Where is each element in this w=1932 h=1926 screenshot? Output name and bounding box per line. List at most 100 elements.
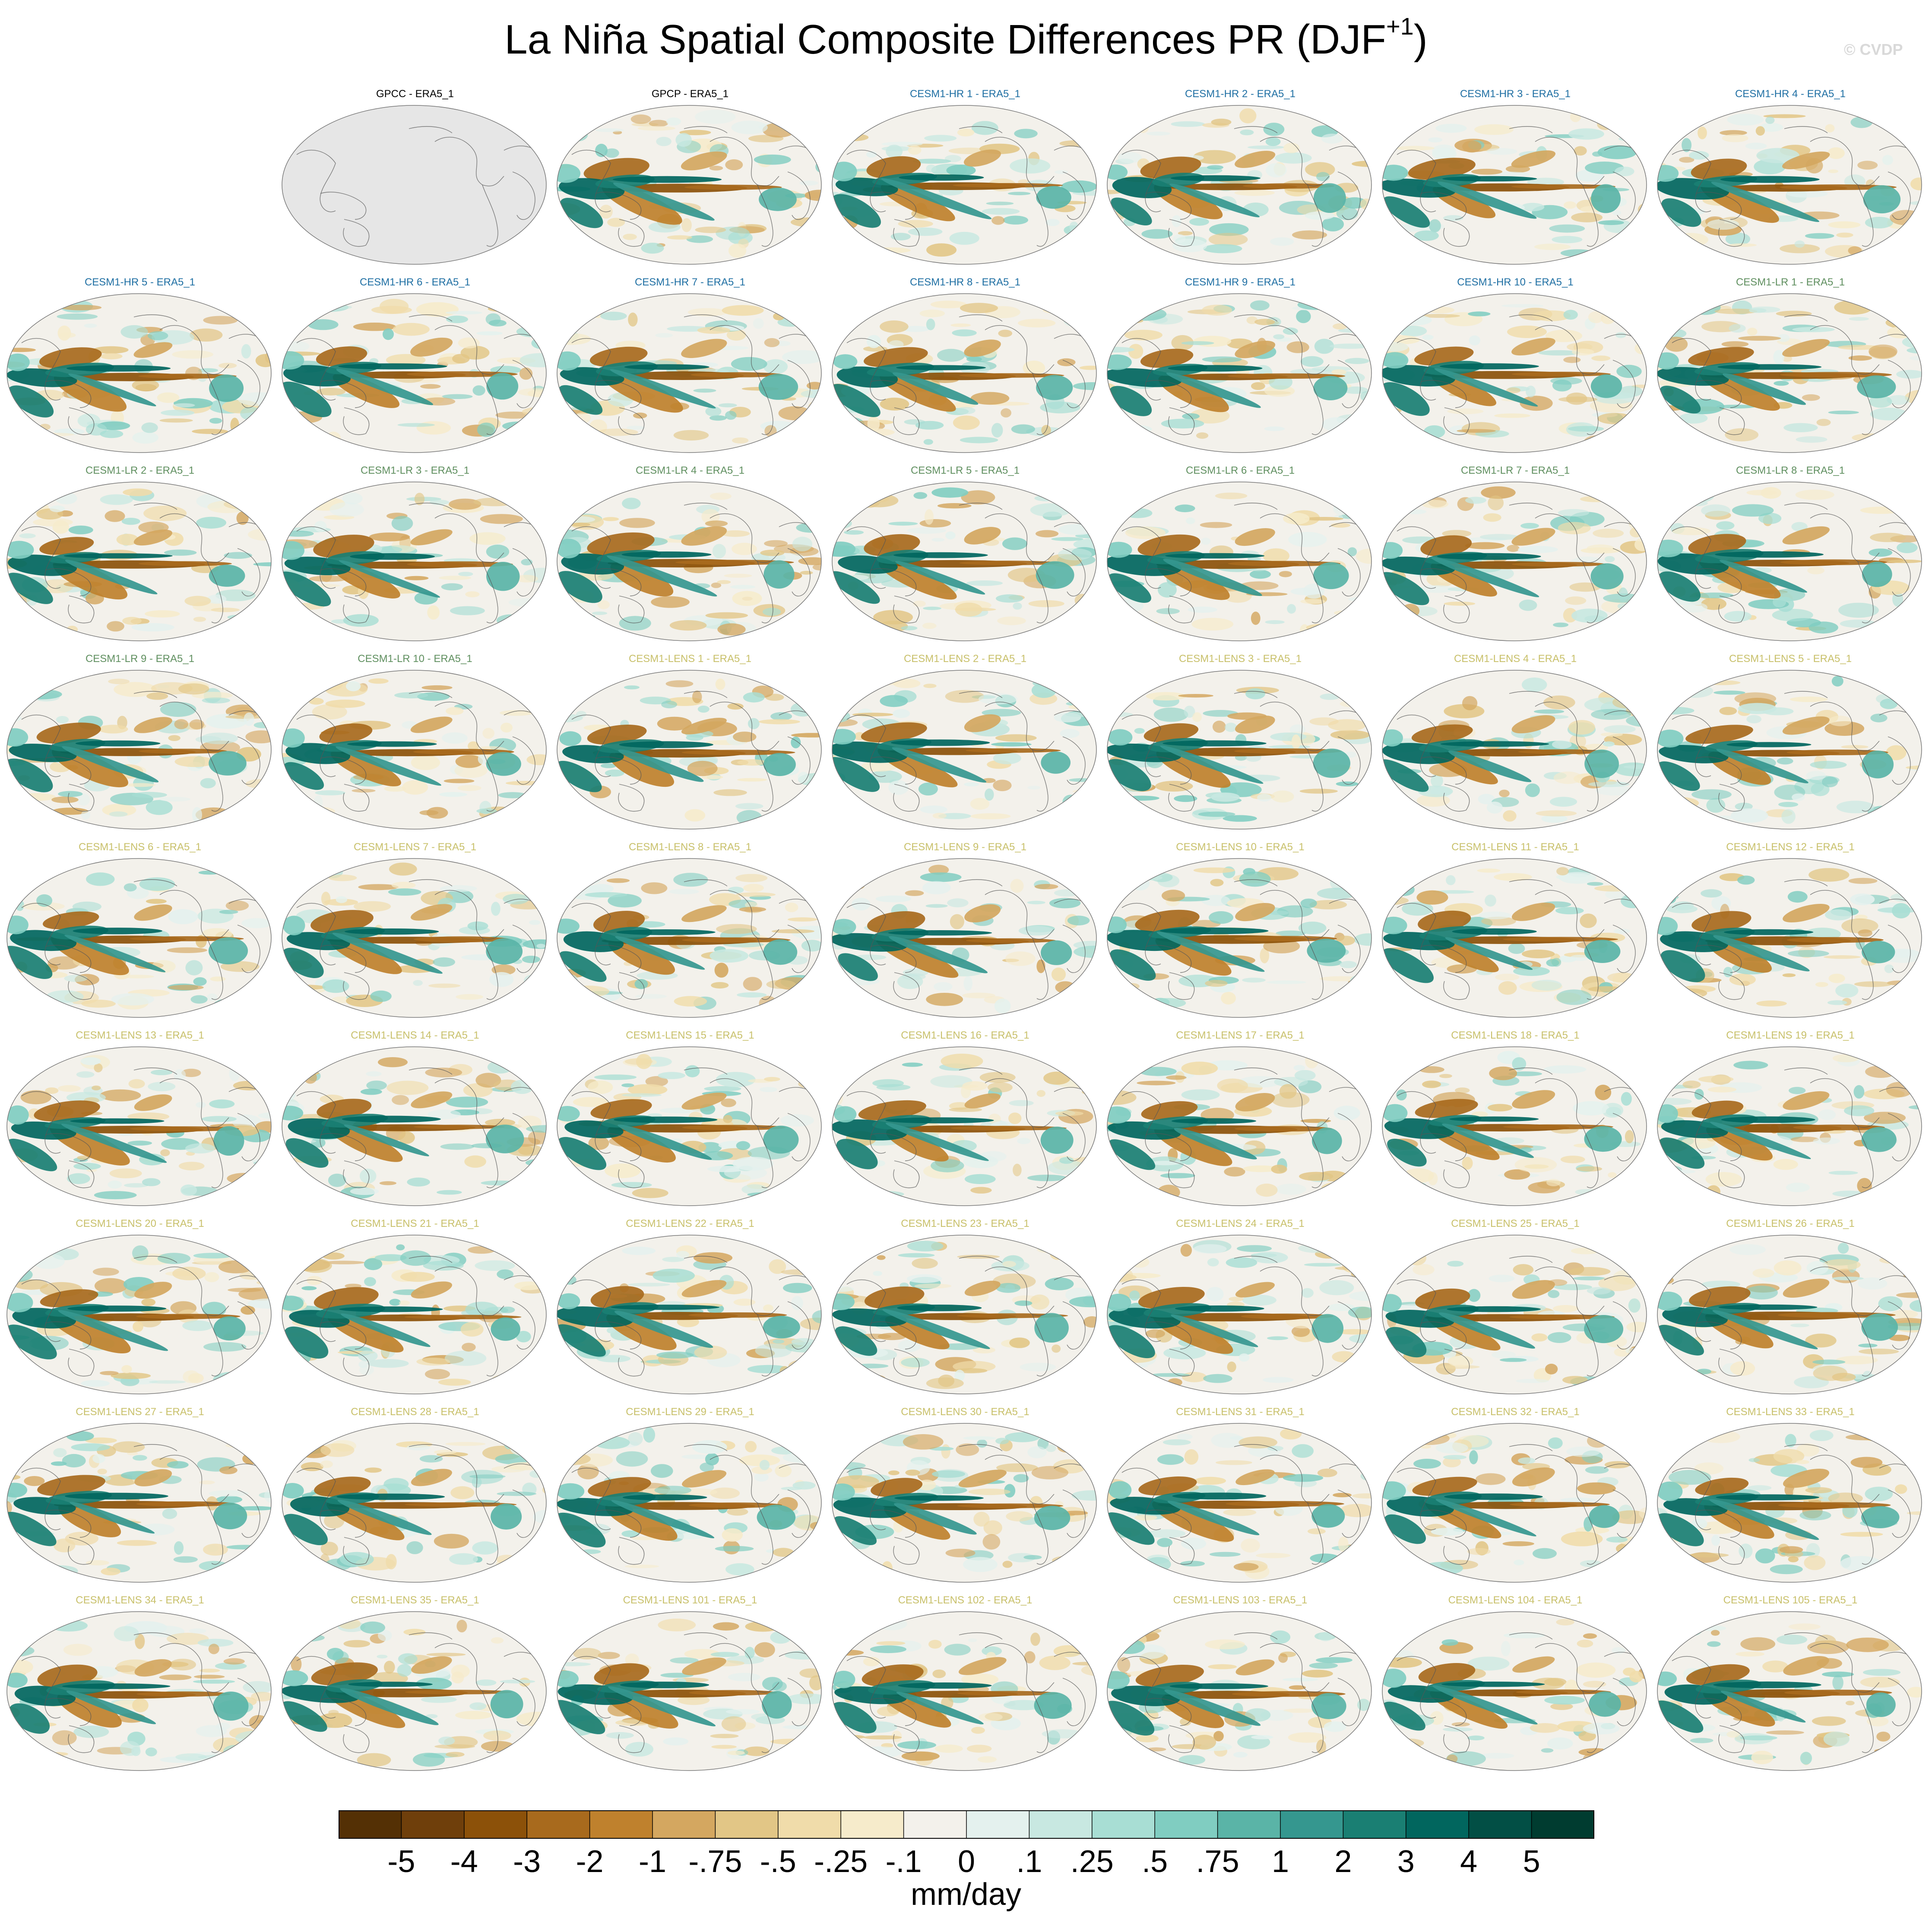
map-panel: CESM1-LENS 31 - ERA5_1 [1105,1406,1376,1587]
anomaly-patch [1513,966,1550,976]
anomaly-patch [635,994,667,999]
anomaly-patch [1328,719,1366,732]
anomaly-patch [722,1528,743,1542]
anomaly-patch [1752,1268,1774,1278]
anomaly-patch [1407,1251,1427,1266]
coastline [1145,945,1192,973]
coastline [571,1279,611,1342]
anomaly-patch [1110,616,1145,629]
anomaly-patch [413,980,423,986]
coastline [1337,548,1361,597]
anomaly-band [75,740,161,747]
coastline [1260,325,1330,375]
anomaly-patch [1890,433,1919,438]
anomaly-band [1590,374,1622,398]
anomaly-band [614,1311,713,1348]
anomaly-patch [1887,395,1910,405]
anomaly-patch [705,406,722,417]
anomaly-band [1382,382,1430,416]
coastline [1784,1068,1828,1075]
panel-title: CESM1-HR 10 - ERA5_1 [1457,276,1574,288]
anomaly-patch [759,719,800,725]
anomaly-patch [519,881,540,894]
anomaly-patch [841,1243,883,1248]
anomaly-patch [190,328,223,342]
coastline [1857,749,1874,812]
anomaly-patch [515,1436,543,1450]
anomaly-patch [886,145,903,158]
anomaly-patch [94,1278,127,1294]
map-outline [557,858,822,1018]
anomaly-patch [1607,868,1641,877]
anomaly-patch [467,921,488,931]
map-field [7,294,271,453]
coastline [133,1444,177,1451]
anomaly-patch [51,1461,67,1466]
anomaly-band [1780,372,1892,378]
anomaly-patch [168,985,204,990]
anomaly-patch [960,303,998,314]
anomaly-patch [1283,143,1300,153]
anomaly-patch [1607,494,1616,507]
anomaly-patch [799,181,818,186]
figure-title-close: ) [1413,16,1428,63]
anomaly-patch [608,893,642,908]
anomaly-patch [1321,133,1343,144]
anomaly-patch [346,681,361,691]
map-field [1382,1047,1647,1206]
anomaly-patch [991,423,1003,438]
anomaly-patch [1031,1466,1068,1479]
coastline [1718,219,1745,247]
anomaly-patch [893,709,910,718]
anomaly-patch [759,1087,778,1092]
map-outline [1657,105,1922,265]
map-outline [832,105,1097,265]
anomaly-band [1716,749,1808,783]
anomaly-patch [844,530,864,535]
anomaly-band [7,353,30,371]
anomaly-patch [782,350,821,364]
map-field [7,1047,271,1206]
anomaly-patch [1596,786,1634,796]
anomaly-patch [1162,890,1185,902]
anomaly-patch [1526,386,1536,398]
anomaly-band [1154,183,1223,219]
anomaly-patch [1340,961,1357,968]
anomaly-patch [971,121,998,135]
anomaly-patch [81,1380,110,1387]
coastline [296,149,336,212]
anomaly-patch [1870,408,1908,421]
anomaly-patch [764,1077,780,1082]
anomaly-patch [814,117,821,129]
anomaly-patch [645,1076,668,1087]
map-field [557,1423,821,1582]
map-field [1657,105,1922,264]
anomaly-patch [1792,793,1805,801]
anomaly-patch [867,416,880,432]
map-panel: CESM1-LR 5 - ERA5_1 [830,465,1101,646]
anomaly-patch [131,623,174,632]
map-outline [6,858,272,1018]
anomaly-patch [1603,741,1615,747]
map-background [282,105,546,264]
anomaly-patch [529,1470,543,1478]
coastline [1168,407,1195,435]
anomaly-patch [1107,112,1128,121]
coastline [482,184,498,247]
anomaly-patch [759,1460,770,1470]
anomaly-patch [391,881,416,889]
anomaly-band [1657,1292,1682,1311]
anomaly-patch [196,1102,206,1108]
panel-title: CESM1-LENS 1 - ERA5_1 [628,653,752,665]
anomaly-patch [852,898,871,911]
coastline [787,171,811,220]
anomaly-patch [922,881,951,894]
anomaly-band [1313,562,1349,589]
anomaly-patch [801,940,821,952]
anomaly-patch [1174,795,1197,802]
anomaly-band [1140,348,1194,368]
anomaly-patch [657,716,692,731]
coastline [1582,561,1599,624]
anomaly-patch [1623,128,1647,136]
anomaly-patch [353,323,396,331]
